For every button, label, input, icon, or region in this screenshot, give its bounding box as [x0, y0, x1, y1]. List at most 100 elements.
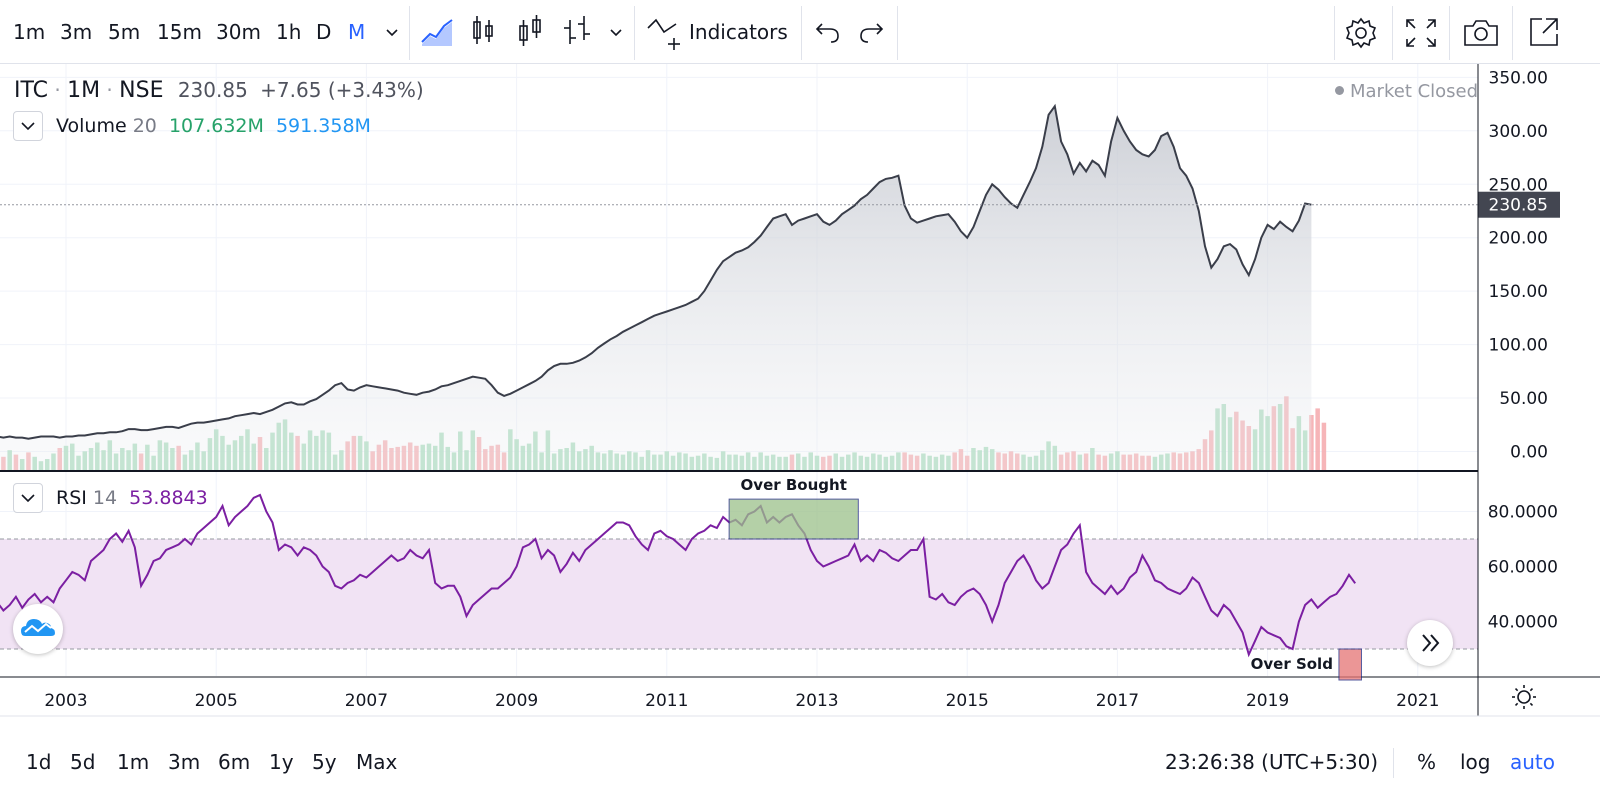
y-tick-label: 250.00 — [1489, 175, 1548, 195]
range-1y[interactable]: 1y — [269, 750, 294, 774]
rsi-y-tick-label: 40.0000 — [1488, 613, 1558, 633]
y-tick-label: 150.00 — [1489, 282, 1548, 302]
volume-ma-value: 591.358M — [275, 115, 371, 137]
chevron-down-icon[interactable] — [383, 24, 401, 42]
sun-core — [1517, 690, 1531, 704]
toolbar-divider — [1334, 6, 1335, 60]
indicators-button[interactable]: Indicators — [689, 20, 788, 44]
x-tick-label: 2019 — [1246, 691, 1289, 711]
ohlc-bars-icon[interactable] — [560, 14, 594, 48]
sun-ray — [1514, 687, 1519, 692]
top-toolbar: 1m 3m 5m 15m 30m 1h D M Indicators — [0, 0, 1600, 64]
bottom-divider — [1393, 748, 1394, 778]
range-max[interactable]: Max — [356, 750, 398, 774]
popout-icon[interactable] — [1528, 16, 1560, 48]
sun-ray — [1529, 702, 1534, 707]
x-tick-label: 2017 — [1096, 691, 1139, 711]
rsi-name: RSI — [56, 487, 87, 509]
last-price: 230.85 — [177, 78, 248, 102]
overbought-label: Over Bought — [741, 476, 847, 494]
volume-bar — [1321, 422, 1327, 470]
y-tick-label: 300.00 — [1489, 122, 1548, 142]
rsi-length: 14 — [92, 487, 118, 509]
price-change: +7.65 (+3.43%) — [260, 78, 424, 102]
range-1m[interactable]: 1m — [117, 750, 150, 774]
range-5d[interactable]: 5d — [70, 750, 96, 774]
rsi-y-tick-label: 80.0000 — [1488, 503, 1558, 523]
price-area — [0, 106, 1312, 470]
interval-1h[interactable]: 1h — [276, 20, 302, 44]
symbol-name[interactable]: ITC — [14, 78, 48, 103]
range-6m[interactable]: 6m — [218, 750, 251, 774]
x-tick-label: 2003 — [44, 691, 87, 711]
last-price-label: 230.85 — [1489, 196, 1548, 216]
x-tick-label: 2009 — [495, 691, 538, 711]
overbought-box — [728, 498, 859, 540]
toolbar-divider — [897, 6, 898, 60]
interval-30m[interactable]: 30m — [216, 20, 261, 44]
symbol-legend: ITC · 1M · NSE 230.85 +7.65 (+3.43%) — [14, 78, 424, 103]
bottom-toolbar: 1d 5d 1m 3m 6m 1y 5y Max 23:26:38 (UTC+5… — [0, 732, 1600, 793]
cloud-logo-icon — [21, 619, 55, 636]
interval-1m[interactable]: 1m — [13, 20, 46, 44]
market-status-text: Market Closed — [1350, 81, 1479, 102]
y-tick-label: 0.00 — [1510, 443, 1548, 463]
interval-5m[interactable]: 5m — [108, 20, 141, 44]
undo-icon[interactable] — [814, 20, 842, 46]
rsi-line — [0, 493, 1357, 658]
axes: 2003 2005 2007 2009 2011 2013 2015 2017 2019 2021… — [0, 64, 1600, 717]
chevron-down-icon[interactable] — [607, 24, 625, 42]
volume-name: Volume — [56, 115, 127, 137]
toolbar-divider — [1512, 6, 1513, 60]
volume-value: 107.632M — [168, 115, 264, 137]
double-chevron-right-icon — [1422, 634, 1440, 652]
x-tick-label: 2005 — [195, 691, 238, 711]
log-toggle[interactable]: log — [1460, 750, 1491, 774]
volume-bar — [1309, 415, 1314, 470]
y-tick-label: 200.00 — [1489, 229, 1548, 249]
sun-ray — [1514, 702, 1519, 707]
x-tick-label: 2011 — [645, 691, 688, 711]
range-1d[interactable]: 1d — [26, 750, 52, 774]
percent-toggle[interactable]: % — [1417, 750, 1437, 774]
indicators-icon[interactable] — [646, 16, 684, 50]
price-line — [0, 103, 1312, 440]
oversold-box — [1338, 648, 1362, 681]
oversold-label: Over Sold — [1251, 655, 1333, 673]
auto-toggle[interactable]: auto — [1510, 750, 1556, 774]
range-5y[interactable]: 5y — [312, 750, 337, 774]
range-3m[interactable]: 3m — [168, 750, 201, 774]
camera-icon[interactable] — [1463, 18, 1499, 48]
volume-collapse-button[interactable] — [13, 111, 43, 141]
candles-icon[interactable] — [515, 14, 545, 48]
symbol-exchange: NSE — [119, 78, 164, 103]
rsi-band — [0, 538, 1478, 650]
x-tick-label: 2013 — [795, 691, 838, 711]
scroll-to-realtime-button[interactable] — [1407, 620, 1453, 666]
chevron-down-icon — [21, 122, 35, 131]
annotations: Over Bought Over Sold — [728, 476, 1362, 681]
interval-15m[interactable]: 15m — [157, 20, 202, 44]
last-price-label-bg — [1478, 191, 1560, 218]
rsi-value: 53.8843 — [129, 487, 208, 509]
y-tick-label: 50.00 — [1499, 389, 1548, 409]
rsi-series — [0, 493, 1357, 658]
fullscreen-icon[interactable] — [1405, 18, 1437, 48]
redo-icon[interactable] — [857, 20, 885, 46]
status-dot-icon — [1335, 86, 1344, 95]
settings-gear-icon[interactable] — [1344, 16, 1378, 50]
volume-length: 20 — [132, 115, 157, 137]
price-series — [0, 103, 1478, 470]
interval-3m[interactable]: 3m — [60, 20, 93, 44]
tradingview-logo-button[interactable] — [13, 604, 63, 654]
rsi-legend: RSI 14 53.8843 — [56, 484, 208, 512]
sun-icon[interactable] — [1512, 685, 1536, 709]
interval-m[interactable]: M — [348, 20, 366, 44]
clock-time[interactable]: 23:26:38 (UTC+5:30) — [1165, 750, 1379, 774]
bars-icon[interactable] — [468, 14, 498, 48]
chart-canvas[interactable]: 2003 2005 2007 2009 2011 2013 2015 2017 2019 2021… — [0, 0, 1600, 732]
area-chart-icon[interactable] — [420, 14, 454, 48]
interval-d[interactable]: D — [316, 20, 332, 44]
market-status: Market Closed — [1335, 78, 1478, 106]
rsi-collapse-button[interactable] — [13, 483, 43, 513]
